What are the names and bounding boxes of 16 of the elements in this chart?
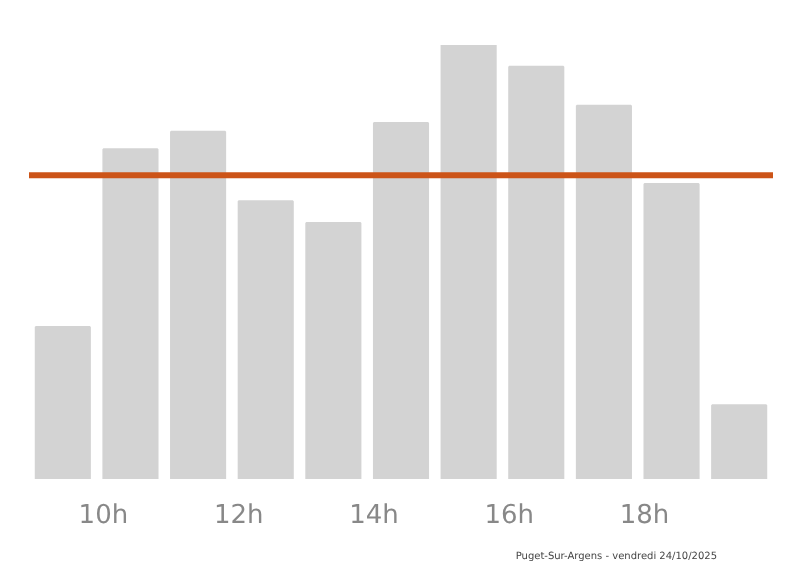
bar xyxy=(34,326,91,479)
bar xyxy=(643,182,700,479)
bar xyxy=(305,221,362,479)
x-tick-label: 10h xyxy=(78,501,129,531)
bar xyxy=(575,104,632,479)
x-tick-label: 14h xyxy=(349,501,399,531)
bar xyxy=(170,130,227,479)
x-tick-label: 16h xyxy=(484,501,534,531)
bar xyxy=(237,200,294,479)
bar xyxy=(711,404,768,479)
x-tick-label: 12h xyxy=(213,501,264,531)
bar xyxy=(508,65,565,479)
bar xyxy=(372,122,430,479)
bar xyxy=(440,45,497,479)
x-tick-label: 18h xyxy=(619,501,670,531)
bar xyxy=(102,148,159,479)
